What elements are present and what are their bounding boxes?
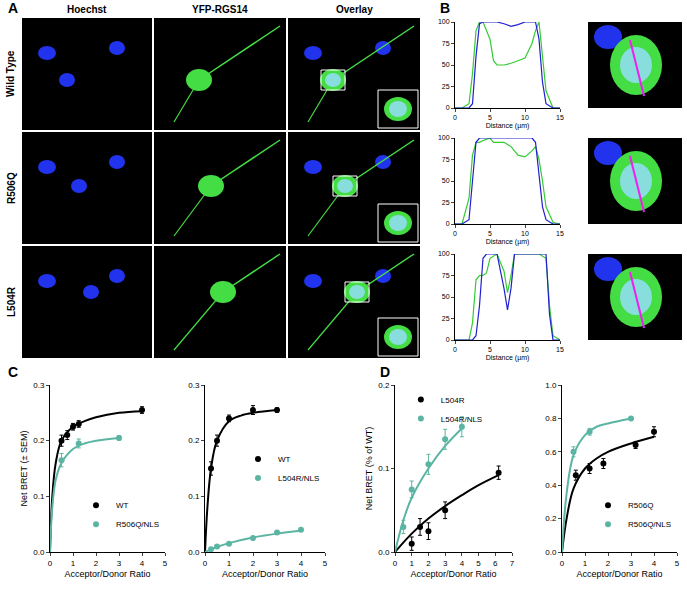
svg-text:0: 0 <box>453 346 457 353</box>
svg-text:4: 4 <box>460 559 465 568</box>
svg-text:3: 3 <box>275 559 280 568</box>
svg-text:7: 7 <box>510 559 515 568</box>
svg-text:Acceptor/Donor Ratio: Acceptor/Donor Ratio <box>410 569 496 579</box>
svg-text:B: B <box>440 0 450 16</box>
svg-text:25: 25 <box>442 199 450 206</box>
svg-text:2: 2 <box>251 559 256 568</box>
svg-text:25: 25 <box>442 83 450 90</box>
svg-text:10: 10 <box>521 346 529 353</box>
svg-text:Net BRET (± SEM): Net BRET (± SEM) <box>19 431 29 507</box>
svg-text:1: 1 <box>227 559 232 568</box>
svg-text:4: 4 <box>652 559 657 568</box>
svg-text:0.0: 0.0 <box>378 548 390 557</box>
svg-text:0.2: 0.2 <box>188 436 200 445</box>
svg-text:0: 0 <box>393 559 398 568</box>
svg-text:5: 5 <box>476 559 481 568</box>
svg-text:3: 3 <box>443 559 448 568</box>
svg-text:L504R: L504R <box>441 396 465 405</box>
svg-text:Overlay: Overlay <box>336 4 373 15</box>
svg-text:3: 3 <box>117 559 122 568</box>
svg-text:100: 100 <box>438 134 450 141</box>
svg-text:4: 4 <box>299 559 304 568</box>
svg-text:25: 25 <box>442 315 450 322</box>
svg-text:0.0: 0.0 <box>545 548 557 557</box>
svg-text:0.2: 0.2 <box>378 381 390 390</box>
svg-text:0.6: 0.6 <box>545 448 557 457</box>
svg-text:100: 100 <box>438 18 450 25</box>
svg-text:100: 100 <box>438 250 450 257</box>
svg-text:2: 2 <box>94 559 99 568</box>
svg-text:6: 6 <box>493 559 498 568</box>
svg-text:R506Q/NLS: R506Q/NLS <box>116 520 159 529</box>
svg-text:Distance (µm): Distance (µm) <box>486 238 530 246</box>
svg-text:2: 2 <box>606 559 611 568</box>
svg-text:5: 5 <box>488 114 492 121</box>
svg-text:0: 0 <box>446 104 450 111</box>
svg-text:0.1: 0.1 <box>378 464 390 473</box>
svg-text:2: 2 <box>426 559 431 568</box>
svg-text:50: 50 <box>442 293 450 300</box>
svg-text:0.3: 0.3 <box>188 381 200 390</box>
svg-text:Acceptor/Donor Ratio: Acceptor/Donor Ratio <box>576 569 662 579</box>
svg-text:L504R/NLS: L504R/NLS <box>278 474 319 483</box>
svg-text:L504R/NLS: L504R/NLS <box>441 415 482 424</box>
svg-text:1.0: 1.0 <box>545 381 557 390</box>
svg-text:10: 10 <box>521 230 529 237</box>
svg-text:Wild Type: Wild Type <box>5 50 16 97</box>
svg-text:R506Q: R506Q <box>628 501 653 510</box>
svg-text:10: 10 <box>521 114 529 121</box>
svg-text:0.0: 0.0 <box>188 548 200 557</box>
svg-text:C: C <box>8 364 18 380</box>
svg-text:D: D <box>380 364 390 380</box>
svg-text:0.8: 0.8 <box>545 414 557 423</box>
svg-text:0: 0 <box>453 230 457 237</box>
svg-text:5: 5 <box>323 559 328 568</box>
svg-text:15: 15 <box>556 230 564 237</box>
svg-text:75: 75 <box>442 272 450 279</box>
svg-text:0.3: 0.3 <box>33 381 45 390</box>
svg-text:3: 3 <box>629 559 634 568</box>
svg-text:0.1: 0.1 <box>33 492 45 501</box>
svg-text:0: 0 <box>453 114 457 121</box>
svg-text:1: 1 <box>583 559 588 568</box>
svg-text:1: 1 <box>71 559 76 568</box>
svg-text:YFP-RGS14: YFP-RGS14 <box>192 4 248 15</box>
svg-text:0.0: 0.0 <box>33 548 45 557</box>
svg-text:Acceptor/Donor Ratio: Acceptor/Donor Ratio <box>222 569 308 579</box>
svg-text:15: 15 <box>556 346 564 353</box>
svg-text:0.2: 0.2 <box>33 436 45 445</box>
svg-text:Acceptor/Donor Ratio: Acceptor/Donor Ratio <box>64 569 150 579</box>
svg-text:5: 5 <box>163 559 168 568</box>
svg-text:R506Q/NLS: R506Q/NLS <box>628 520 671 529</box>
svg-text:15: 15 <box>556 114 564 121</box>
svg-text:50: 50 <box>442 61 450 68</box>
svg-text:A: A <box>8 0 18 16</box>
svg-text:Hoechst: Hoechst <box>67 4 107 15</box>
svg-text:50: 50 <box>442 177 450 184</box>
svg-text:0: 0 <box>446 220 450 227</box>
svg-text:75: 75 <box>442 156 450 163</box>
svg-text:75: 75 <box>442 40 450 47</box>
svg-text:Distance (µm): Distance (µm) <box>486 354 530 362</box>
svg-text:0: 0 <box>446 336 450 343</box>
svg-text:5: 5 <box>488 346 492 353</box>
svg-text:0.2: 0.2 <box>545 514 557 523</box>
svg-text:R506Q: R506Q <box>6 172 17 204</box>
svg-text:Net BRET (% of WT): Net BRET (% of WT) <box>364 427 374 510</box>
svg-text:0: 0 <box>560 559 565 568</box>
svg-text:0.4: 0.4 <box>545 481 557 490</box>
svg-text:4: 4 <box>140 559 145 568</box>
svg-text:5: 5 <box>675 559 680 568</box>
svg-text:0.1: 0.1 <box>188 492 200 501</box>
svg-text:0: 0 <box>203 559 208 568</box>
svg-text:1: 1 <box>409 559 414 568</box>
svg-text:Distance (µm): Distance (µm) <box>486 122 530 130</box>
svg-text:L504R: L504R <box>6 286 17 317</box>
svg-text:WT: WT <box>116 501 129 510</box>
svg-text:WT: WT <box>278 455 291 464</box>
svg-text:5: 5 <box>488 230 492 237</box>
svg-text:0: 0 <box>48 559 53 568</box>
